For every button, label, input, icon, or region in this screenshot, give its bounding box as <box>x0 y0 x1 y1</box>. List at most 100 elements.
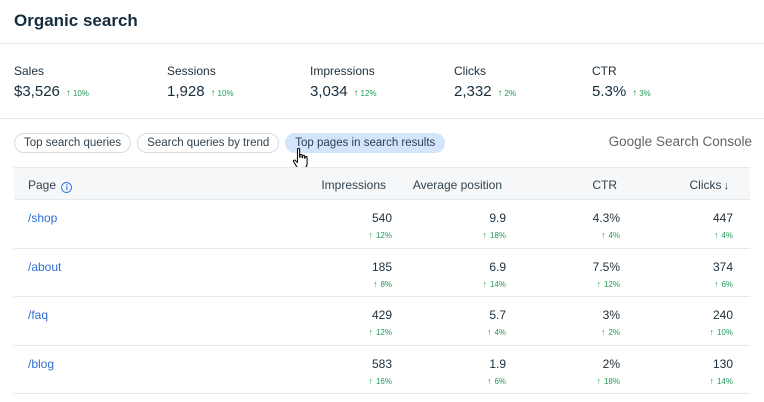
cell-value: 185 <box>371 259 392 274</box>
google-search-console-logo: Google Search Console <box>609 134 752 149</box>
arrow-up-icon: ↑ <box>600 327 606 337</box>
stat-trend: ↑ 12% <box>354 88 377 99</box>
stat-label: Impressions <box>310 64 375 78</box>
arrow-up-icon: ↑ <box>372 278 378 289</box>
stat-trend: ↑ 2% <box>498 88 517 99</box>
cell-value: 7.5% <box>592 259 620 274</box>
cell-trend: ↑ 18% <box>482 230 506 240</box>
cell-trend-value: 12% <box>375 231 392 240</box>
stat-trend: ↑ 10% <box>211 88 234 99</box>
cell-clicks: 447 ↑ 4% <box>713 211 733 240</box>
page-link[interactable]: /about <box>28 259 62 274</box>
arrow-up-icon: ↑ <box>596 278 601 289</box>
cell-ctr: 3% ↑ 2% <box>601 308 620 337</box>
cell-value: 9.9 <box>489 211 506 225</box>
stat-value: 2,332 <box>454 83 492 100</box>
arrow-up-icon: ↑ <box>709 327 714 337</box>
arrow-up-icon: ↑ <box>497 88 503 99</box>
cell-clicks: 240 ↑ 10% <box>709 308 733 337</box>
arrow-down-icon: ↓ <box>723 180 730 192</box>
stat-sessions: Sessions 1,928 ↑ 10% <box>167 64 234 100</box>
page-link[interactable]: /blog <box>28 356 55 371</box>
table-row: /faq 429 ↑ 12% 5.7 ↑ 4% 3% ↑ 2% 240 ↑ 10% <box>14 297 750 346</box>
cell-trend-value: 14% <box>716 376 733 386</box>
cell-trend: ↑ 14% <box>482 279 506 289</box>
cell-value: 130 <box>712 356 733 371</box>
cell-trend-value: 6% <box>721 279 733 289</box>
page-title: Organic search <box>14 11 138 30</box>
stat-value: 1,928 <box>167 83 205 100</box>
cell-impressions: 429 ↑ 12% <box>368 308 392 337</box>
cell-value: 240 <box>712 308 733 322</box>
cell-trend-value: 16% <box>375 376 392 386</box>
column-header-average-position[interactable]: Average position <box>412 178 502 192</box>
google-logo-text: Google <box>608 134 653 149</box>
arrow-up-icon: ↑ <box>600 230 606 240</box>
stat-ctr: CTR 5.3% ↑ 3% <box>592 64 651 100</box>
cell-value: 1.9 <box>489 356 506 371</box>
cell-trend: ↑ 4% <box>713 230 733 240</box>
column-header-clicks[interactable]: Clicks ↓ <box>690 178 730 192</box>
table-row: /shop 540 ↑ 12% 9.9 ↑ 18% 4.3% ↑ 4% 447 ↑ 4% <box>14 200 750 249</box>
column-header-ctr[interactable]: CTR <box>592 178 617 192</box>
table-row: /blog 583 ↑ 16% 1.9 ↑ 6% 2% ↑ 18% 130 ↑ 14% <box>14 346 750 394</box>
page-link[interactable]: /shop <box>28 211 58 225</box>
arrow-up-icon: ↑ <box>486 375 492 386</box>
cell-value: 540 <box>371 211 392 225</box>
column-header-page-label: Page <box>28 178 57 192</box>
cell-value: 5.7 <box>489 308 506 322</box>
column-header-clicks-label: Clicks <box>689 178 722 192</box>
stat-impressions: Impressions 3,034 ↑ 12% <box>310 64 377 100</box>
stat-trend: ↑ 3% <box>632 88 651 99</box>
cell-impressions: 583 ↑ 16% <box>368 357 392 386</box>
stats-bar: Sales $3,526 ↑ 10% Sessions 1,928 ↑ 10% Im… <box>0 64 764 104</box>
cell-ctr: 7.5% ↑ 12% <box>593 260 620 289</box>
cell-trend: ↑ 4% <box>487 327 506 337</box>
cell-trend: ↑ 18% <box>596 376 620 386</box>
info-icon[interactable]: i <box>61 182 73 193</box>
arrow-up-icon: ↑ <box>632 88 638 99</box>
arrow-up-icon: ↑ <box>709 375 714 386</box>
stat-trend-value: 10% <box>72 89 89 98</box>
cell-trend-value: 4% <box>608 231 620 240</box>
cell-impressions: 540 ↑ 12% <box>368 211 392 240</box>
arrow-up-icon: ↑ <box>486 327 492 337</box>
tab-search-queries-by-trend[interactable]: Search queries by trend <box>137 133 280 153</box>
stat-value: $3,526 <box>14 83 60 100</box>
tab-top-pages-in-search-results[interactable]: Top pages in search results <box>285 133 446 153</box>
arrow-up-icon: ↑ <box>65 88 71 99</box>
cell-average-position: 1.9 ↑ 6% <box>487 357 506 386</box>
cell-trend: ↑ 6% <box>713 279 733 289</box>
cell-value: 374 <box>712 259 733 274</box>
arrow-up-icon: ↑ <box>482 230 487 240</box>
arrow-up-icon: ↑ <box>353 88 359 99</box>
column-header-impressions[interactable]: Impressions <box>321 178 386 192</box>
cell-trend: ↑ 16% <box>368 376 392 386</box>
cell-trend: ↑ 10% <box>709 327 733 337</box>
cell-trend: ↑ 6% <box>487 376 506 386</box>
header: Organic search <box>0 0 764 44</box>
pages-table: Page i Impressions Average position CTR … <box>14 167 750 394</box>
stat-trend-value: 3% <box>639 89 651 98</box>
cell-trend-value: 2% <box>608 328 620 337</box>
cell-trend: ↑ 2% <box>601 327 620 337</box>
page-link[interactable]: /faq <box>28 308 49 322</box>
cell-trend: ↑ 4% <box>593 230 620 240</box>
arrow-up-icon: ↑ <box>368 327 373 337</box>
cell-trend-value: 4% <box>721 231 733 240</box>
table-header: Page i Impressions Average position CTR … <box>14 167 750 200</box>
arrow-up-icon: ↑ <box>368 230 373 240</box>
cell-trend: ↑ 12% <box>593 279 620 289</box>
search-console-text: Search Console <box>655 134 752 149</box>
cell-ctr: 4.3% ↑ 4% <box>593 211 620 240</box>
cell-clicks: 374 ↑ 6% <box>713 260 733 289</box>
cell-value: 429 <box>371 308 392 322</box>
cell-value: 2% <box>602 356 620 371</box>
cell-trend-value: 18% <box>603 376 620 386</box>
tab-top-search-queries[interactable]: Top search queries <box>14 133 132 153</box>
cell-trend-value: 14% <box>489 279 506 289</box>
hand-pointer-icon <box>292 147 308 170</box>
cell-average-position: 6.9 ↑ 14% <box>482 260 506 289</box>
arrow-up-icon: ↑ <box>482 278 487 289</box>
divider <box>0 118 764 119</box>
